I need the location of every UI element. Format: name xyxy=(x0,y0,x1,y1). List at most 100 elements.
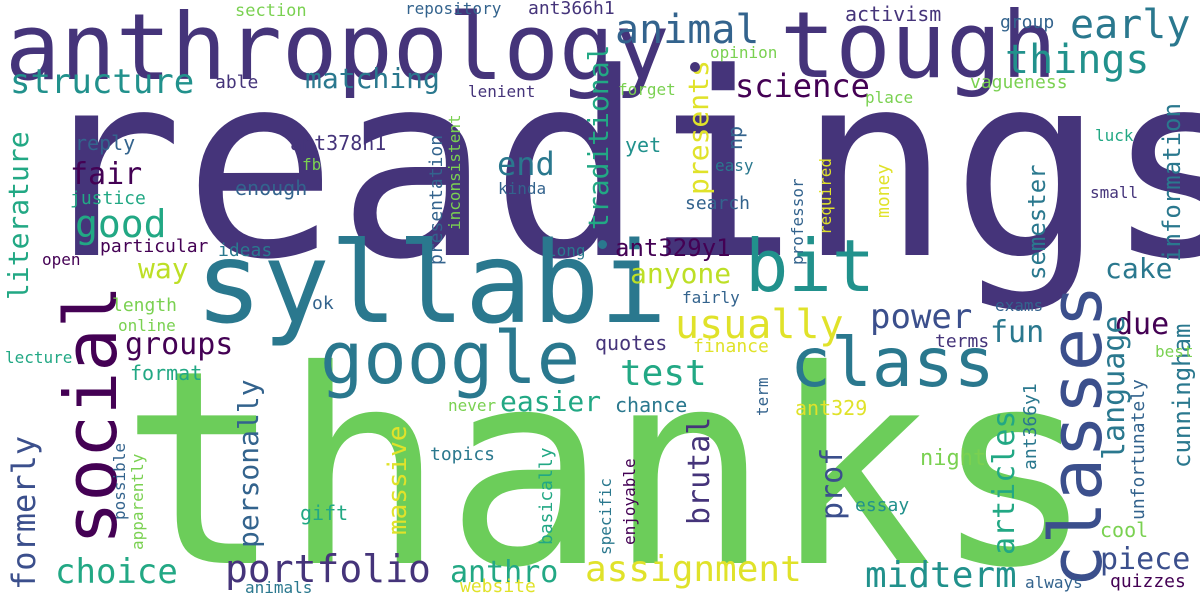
word-luck: luck xyxy=(1095,126,1134,145)
word-length: length xyxy=(112,295,178,316)
word-language: language xyxy=(1097,315,1132,461)
word-able: able xyxy=(215,72,259,93)
word-presentation: presentation xyxy=(426,134,447,265)
word-brutal: brutal xyxy=(682,416,717,525)
word-massive: massive xyxy=(383,425,413,535)
word-term: term xyxy=(753,377,772,416)
word-group: group xyxy=(1000,12,1055,33)
word-structure: structure xyxy=(10,62,195,102)
word-assignment: assignment xyxy=(585,549,802,590)
word-justice: justice xyxy=(70,188,146,209)
word-lecture: lecture xyxy=(5,348,73,367)
word-topics: topics xyxy=(430,444,496,465)
word-exams: exams xyxy=(995,296,1044,315)
word-information: information xyxy=(1158,103,1186,262)
word-ant366y1: ant366y1 xyxy=(1020,383,1041,470)
word-syllabi: syllabi xyxy=(195,219,668,349)
word-opinion: opinion xyxy=(710,43,778,62)
word-unfortunately: unfortunately xyxy=(1128,379,1149,520)
word-power: power xyxy=(870,297,973,337)
word-anyone: anyone xyxy=(630,257,732,290)
word-easy: easy xyxy=(715,156,754,175)
word-ant378h1: ant378h1 xyxy=(290,131,387,155)
word-enough: enough xyxy=(235,176,308,200)
word-ant329: ant329 xyxy=(795,396,868,420)
word-quotes: quotes xyxy=(595,331,668,355)
word-night: night xyxy=(920,446,987,471)
word-semester: semester xyxy=(1023,164,1051,280)
word-piece: piece xyxy=(1100,542,1191,577)
word-chance: chance xyxy=(615,393,688,417)
word-formerly: formerly xyxy=(5,435,43,590)
word-best: best xyxy=(1155,342,1194,361)
word-np: np xyxy=(723,125,747,150)
word-kinda: kinda xyxy=(498,179,547,198)
word-website: website xyxy=(460,576,536,597)
word-lenient: lenient xyxy=(468,82,536,101)
word-animal: animal xyxy=(615,7,760,53)
word-portfolio: portfolio xyxy=(225,547,431,591)
word-test: test xyxy=(620,353,707,394)
word-matching: matching xyxy=(305,62,440,95)
word-thanks: thanks xyxy=(120,312,1096,600)
word-yet: yet xyxy=(625,133,662,157)
word-quizzes: quizzes xyxy=(1110,571,1186,592)
word-fairly: fairly xyxy=(682,288,740,307)
word-fun: fun xyxy=(990,315,1045,350)
word-traditional: traditional xyxy=(582,44,615,230)
word-groups: groups xyxy=(125,327,234,362)
word-animals: animals xyxy=(245,578,313,597)
word-required: required xyxy=(816,157,835,235)
word-choice: choice xyxy=(55,552,178,592)
word-articles: articles xyxy=(987,410,1022,556)
word-presents: presents xyxy=(682,60,715,195)
word-small: small xyxy=(1090,183,1139,202)
word-usually: usually xyxy=(675,302,844,348)
word-section: section xyxy=(235,1,307,21)
word-forget: forget xyxy=(618,80,676,99)
word-ant366h1: ant366h1 xyxy=(528,0,615,19)
word-vagueness: vagueness xyxy=(970,72,1068,93)
word-anthro: anthro xyxy=(450,555,559,590)
word-fair: fair xyxy=(70,157,143,192)
word-way: way xyxy=(138,252,189,285)
word-science: science xyxy=(735,67,870,105)
word-tough: tough xyxy=(780,0,1057,99)
word-easier: easier xyxy=(500,385,602,418)
word-format: format xyxy=(130,361,203,385)
word-midterm: midterm xyxy=(865,555,1017,596)
word-inconsistent: inconsistent xyxy=(445,114,464,230)
word-cool: cool xyxy=(1100,518,1149,542)
word-cake: cake xyxy=(1105,252,1173,285)
word-specific: specific xyxy=(596,477,615,555)
word-anthropology: anthropology xyxy=(5,0,670,101)
word-google: google xyxy=(320,316,581,400)
word-possible: possible xyxy=(110,442,129,520)
word-fb: fb xyxy=(302,155,322,174)
word-things: things xyxy=(1005,37,1150,83)
word-always: always xyxy=(1025,573,1083,592)
word-never: never xyxy=(448,396,497,415)
word-particular: particular xyxy=(100,236,209,257)
word-place: place xyxy=(865,88,914,107)
word-enjoyable: enjoyable xyxy=(620,458,639,545)
word-search: search xyxy=(685,193,751,214)
word-end: end xyxy=(497,145,555,183)
dot-mark xyxy=(690,62,700,72)
word-terms: terms xyxy=(935,331,990,352)
word-finance: finance xyxy=(693,336,769,357)
word-early: early xyxy=(1070,2,1191,48)
word-gift: gift xyxy=(300,501,349,525)
word-bit: bit xyxy=(745,224,876,308)
dot-mark xyxy=(598,240,607,249)
word-personally: personally xyxy=(232,379,265,548)
word-due: due xyxy=(1115,307,1170,342)
word-reply: reply xyxy=(75,131,136,155)
word-basically: basically xyxy=(536,447,557,545)
word-open: open xyxy=(42,250,81,269)
word-good: good xyxy=(75,202,167,246)
word-literature: literature xyxy=(2,131,35,300)
word-class: class xyxy=(790,324,995,403)
word-long: long xyxy=(547,241,586,260)
